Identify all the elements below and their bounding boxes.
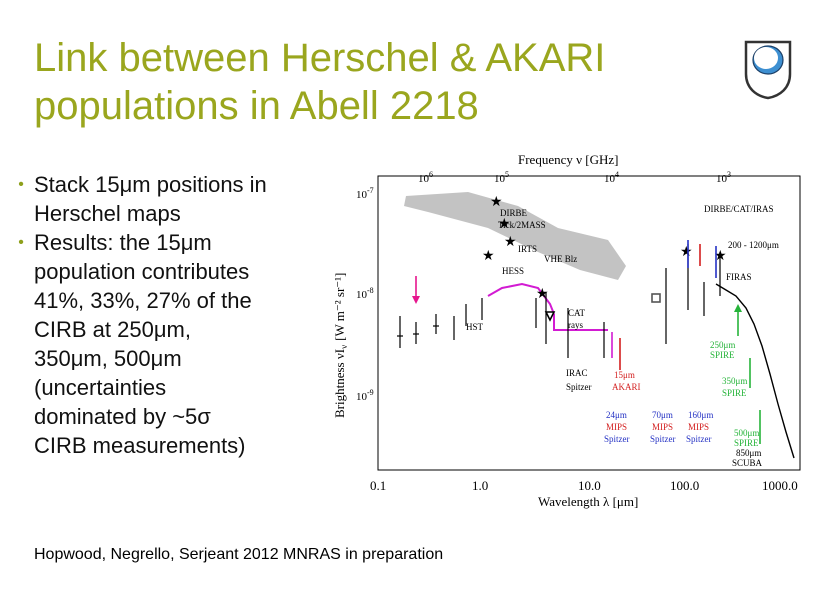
top-tick-label: 104 xyxy=(604,170,619,185)
open-university-shield-icon xyxy=(744,40,792,100)
label-mips160-b: MIPS xyxy=(688,422,709,432)
x-tick-label: 1000.0 xyxy=(762,478,798,493)
bullet-dot-icon: • xyxy=(18,176,24,193)
label-spire500-a: 500μm xyxy=(734,428,759,438)
svg-text:★: ★ xyxy=(536,287,549,302)
label-spitzer: Spitzer xyxy=(566,382,592,392)
top-tick-label: 106 xyxy=(418,170,433,185)
label-spire250-b: SPIRE xyxy=(710,350,735,360)
svg-text:★: ★ xyxy=(504,235,517,250)
title-line-1: Link between Herschel & AKARI xyxy=(34,36,606,80)
label-hst: HST xyxy=(466,322,484,332)
svg-text:Brightness νIν[W m⁻² sr⁻¹]: Brightness νIν[W m⁻² sr⁻¹] xyxy=(332,273,349,418)
svg-text:10-7: 10-7 xyxy=(356,186,374,201)
title-line-2: populations in Abell 2218 xyxy=(34,84,479,128)
label-vhe: VHE Blz xyxy=(544,254,577,264)
y-tick-label: 10-7 xyxy=(356,186,374,201)
slide-title: Link between Herschel & AKARI population… xyxy=(34,34,734,130)
bullet-item: • Results: the 15μm population contribut… xyxy=(8,228,320,460)
label-mips70-a: 70μm xyxy=(652,410,673,420)
svg-text:★: ★ xyxy=(490,195,503,210)
label-range: 200 - 1200μm xyxy=(728,240,779,250)
svg-text:105: 105 xyxy=(494,170,509,185)
y-axis-label: Brightness νIν[W m⁻² sr⁻¹] xyxy=(332,273,349,418)
cirb-spectrum-figure: Frequency ν [GHz] 106 105 104 103 10-7 1… xyxy=(332,152,801,509)
bullet-item: • Stack 15μm positions in Herschel maps xyxy=(8,170,320,228)
zodiacal-band xyxy=(404,192,626,280)
label-hess: HESS xyxy=(502,266,524,276)
label-irts: IRTS xyxy=(518,244,537,254)
label-mips160-a: 160μm xyxy=(688,410,713,420)
svg-text:★: ★ xyxy=(680,245,693,260)
label-mips70-b: MIPS xyxy=(652,422,673,432)
label-spire250-a: 250μm xyxy=(710,340,735,350)
star-markers: ★ ★ ★ ★ ★ ★ ★ xyxy=(482,195,727,302)
x-tick-label: 100.0 xyxy=(670,478,699,493)
plot-frame xyxy=(377,175,801,471)
top-axis-label: Frequency ν [GHz] xyxy=(518,152,618,167)
hess-limit-curve xyxy=(487,282,555,315)
svg-text:106: 106 xyxy=(418,170,433,185)
svg-text:104: 104 xyxy=(604,170,619,185)
label-irac: IRAC xyxy=(566,368,588,378)
label-scuba-b: SCUBA xyxy=(732,458,763,468)
label-mips160-c: Spitzer xyxy=(686,434,712,444)
top-tick-label: 105 xyxy=(494,170,509,185)
label-dirbe: DIRBE xyxy=(500,208,528,218)
y-tick-label: 10-8 xyxy=(356,286,374,301)
svg-text:★: ★ xyxy=(714,249,727,264)
bullet-text: Stack 15μm positions in Herschel maps xyxy=(34,172,267,226)
x-tick-label: 10.0 xyxy=(578,478,601,493)
label-mips24-a: 24μm xyxy=(606,410,627,420)
label-mips24-b: MIPS xyxy=(606,422,627,432)
x-tick-label: 1.0 xyxy=(472,478,488,493)
y-tick-label: 10-9 xyxy=(356,388,374,403)
svg-text:★: ★ xyxy=(482,249,495,264)
cat-limit-curve xyxy=(553,314,608,331)
svg-text:10-8: 10-8 xyxy=(356,286,374,301)
label-spire350-b: SPIRE xyxy=(722,388,747,398)
svg-text:103: 103 xyxy=(716,170,731,185)
bottom-axis-label: Wavelength λ [μm] xyxy=(538,494,638,509)
label-rays: rays xyxy=(568,320,583,330)
annotation-labels: DIRBE Tick/2MASS IRTS HESS VHE Blz HST C… xyxy=(466,204,779,468)
label-spire500-b: SPIRE xyxy=(734,438,759,448)
bullet-text: Results: the 15μm population contributes… xyxy=(34,230,252,458)
label-zodi: Tick/2MASS xyxy=(498,220,546,230)
svg-text:★: ★ xyxy=(498,217,511,232)
svg-text:10-9: 10-9 xyxy=(356,388,374,403)
label-akari-15: 15μm xyxy=(614,370,635,380)
label-spire350-a: 350μm xyxy=(722,376,747,386)
citation: Hopwood, Negrello, Serjeant 2012 MNRAS i… xyxy=(34,546,444,563)
label-akari: AKARI xyxy=(612,382,641,392)
top-tick-label: 103 xyxy=(716,170,731,185)
label-cat: CAT xyxy=(568,308,586,318)
bullet-list: • Stack 15μm positions in Herschel maps … xyxy=(8,170,320,460)
bullet-dot-icon: • xyxy=(18,234,24,251)
label-dirbe-cat: DIRBE/CAT/IRAS xyxy=(704,204,774,214)
label-mips70-c: Spitzer xyxy=(650,434,676,444)
label-firas: FIRAS xyxy=(726,272,752,282)
firas-curve xyxy=(715,283,795,459)
x-tick-label: 0.1 xyxy=(370,478,386,493)
label-scuba-a: 850μm xyxy=(736,448,761,458)
label-mips24-c: Spitzer xyxy=(604,434,630,444)
colored-markers xyxy=(412,240,761,444)
